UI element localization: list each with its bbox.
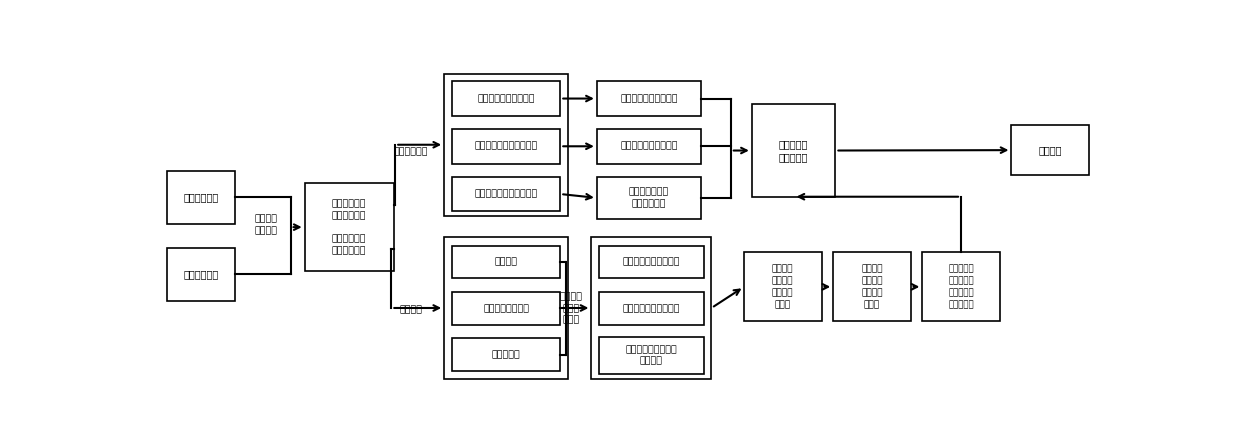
Bar (1012, 125, 1089, 175)
Bar (599, 292, 704, 325)
Text: 选择差异
特征类型: 选择差异 特征类型 (254, 215, 278, 236)
Text: 不同融合图
像加权求和: 不同融合图 像加权求和 (779, 139, 808, 162)
Bar (596, 81, 702, 116)
Text: 非下采样剪切波融合算法: 非下采样剪切波融合算法 (475, 142, 538, 151)
Text: 局部均值: 局部均值 (495, 258, 517, 267)
Text: 计算差异
特征指
数测度: 计算差异 特征指 数测度 (559, 292, 583, 325)
Bar (596, 129, 702, 164)
Bar (451, 129, 560, 164)
Bar (833, 252, 910, 321)
Bar (451, 81, 560, 116)
Text: 融合图像: 融合图像 (1038, 145, 1061, 155)
Text: 局部标准差: 局部标准差 (492, 350, 521, 359)
Bar (596, 177, 702, 219)
Text: 红外光谱图像: 红外光谱图像 (184, 269, 218, 279)
Text: 细节差异特征融合图像: 细节差异特征融合图像 (620, 142, 678, 151)
Text: 细节差异特征指数测度: 细节差异特征指数测度 (622, 304, 680, 313)
Bar (599, 246, 704, 278)
Text: 计算协方
差矩阵特
征值和特
征向量: 计算协方 差矩阵特 征值和特 征向量 (861, 265, 883, 309)
Bar (599, 337, 704, 374)
Bar (444, 237, 568, 379)
Bar (451, 246, 560, 278)
Bar (591, 237, 712, 379)
Bar (166, 248, 234, 301)
Bar (444, 74, 568, 216)
Text: 多尺度引导滤波融合算法: 多尺度引导滤波融合算法 (475, 190, 538, 198)
Bar (166, 171, 234, 224)
Bar (751, 104, 836, 197)
Text: 亮度差异特征融合图像: 亮度差异特征融合图像 (620, 94, 678, 103)
Bar (923, 252, 999, 321)
Text: 局部能量取大融合算法: 局部能量取大融合算法 (477, 94, 534, 103)
Text: 构建差异
特征指数
测度协方
差矩阵: 构建差异 特征指数 测度协方 差矩阵 (773, 265, 794, 309)
Text: 亮度差异特征
细节差异特征

边缘差异特征
轮廓差异特征: 亮度差异特征 细节差异特征 边缘差异特征 轮廓差异特征 (332, 199, 366, 255)
Text: 边缘和轮廓指数差异
特征测度: 边缘和轮廓指数差异 特征测度 (625, 345, 677, 366)
Text: 选取最大特
征值对应的
特征矩阵作
为算法权重: 选取最大特 征值对应的 特征矩阵作 为算法权重 (949, 265, 973, 309)
Text: 红外偏振图像: 红外偏振图像 (184, 193, 218, 203)
Text: 选择融合算法: 选择融合算法 (393, 148, 428, 157)
Bar (451, 339, 560, 371)
Bar (744, 252, 821, 321)
Bar (451, 177, 560, 211)
Bar (451, 292, 560, 325)
Text: 边缘和轮廓差异
特征融合图像: 边缘和轮廓差异 特征融合图像 (629, 187, 670, 208)
Text: 亮度差异特征指数测度: 亮度差异特征指数测度 (622, 258, 680, 267)
Text: 幅值表征: 幅值表征 (399, 305, 423, 314)
Text: 局部拉普拉斯能量: 局部拉普拉斯能量 (484, 304, 529, 313)
Bar (305, 183, 394, 271)
